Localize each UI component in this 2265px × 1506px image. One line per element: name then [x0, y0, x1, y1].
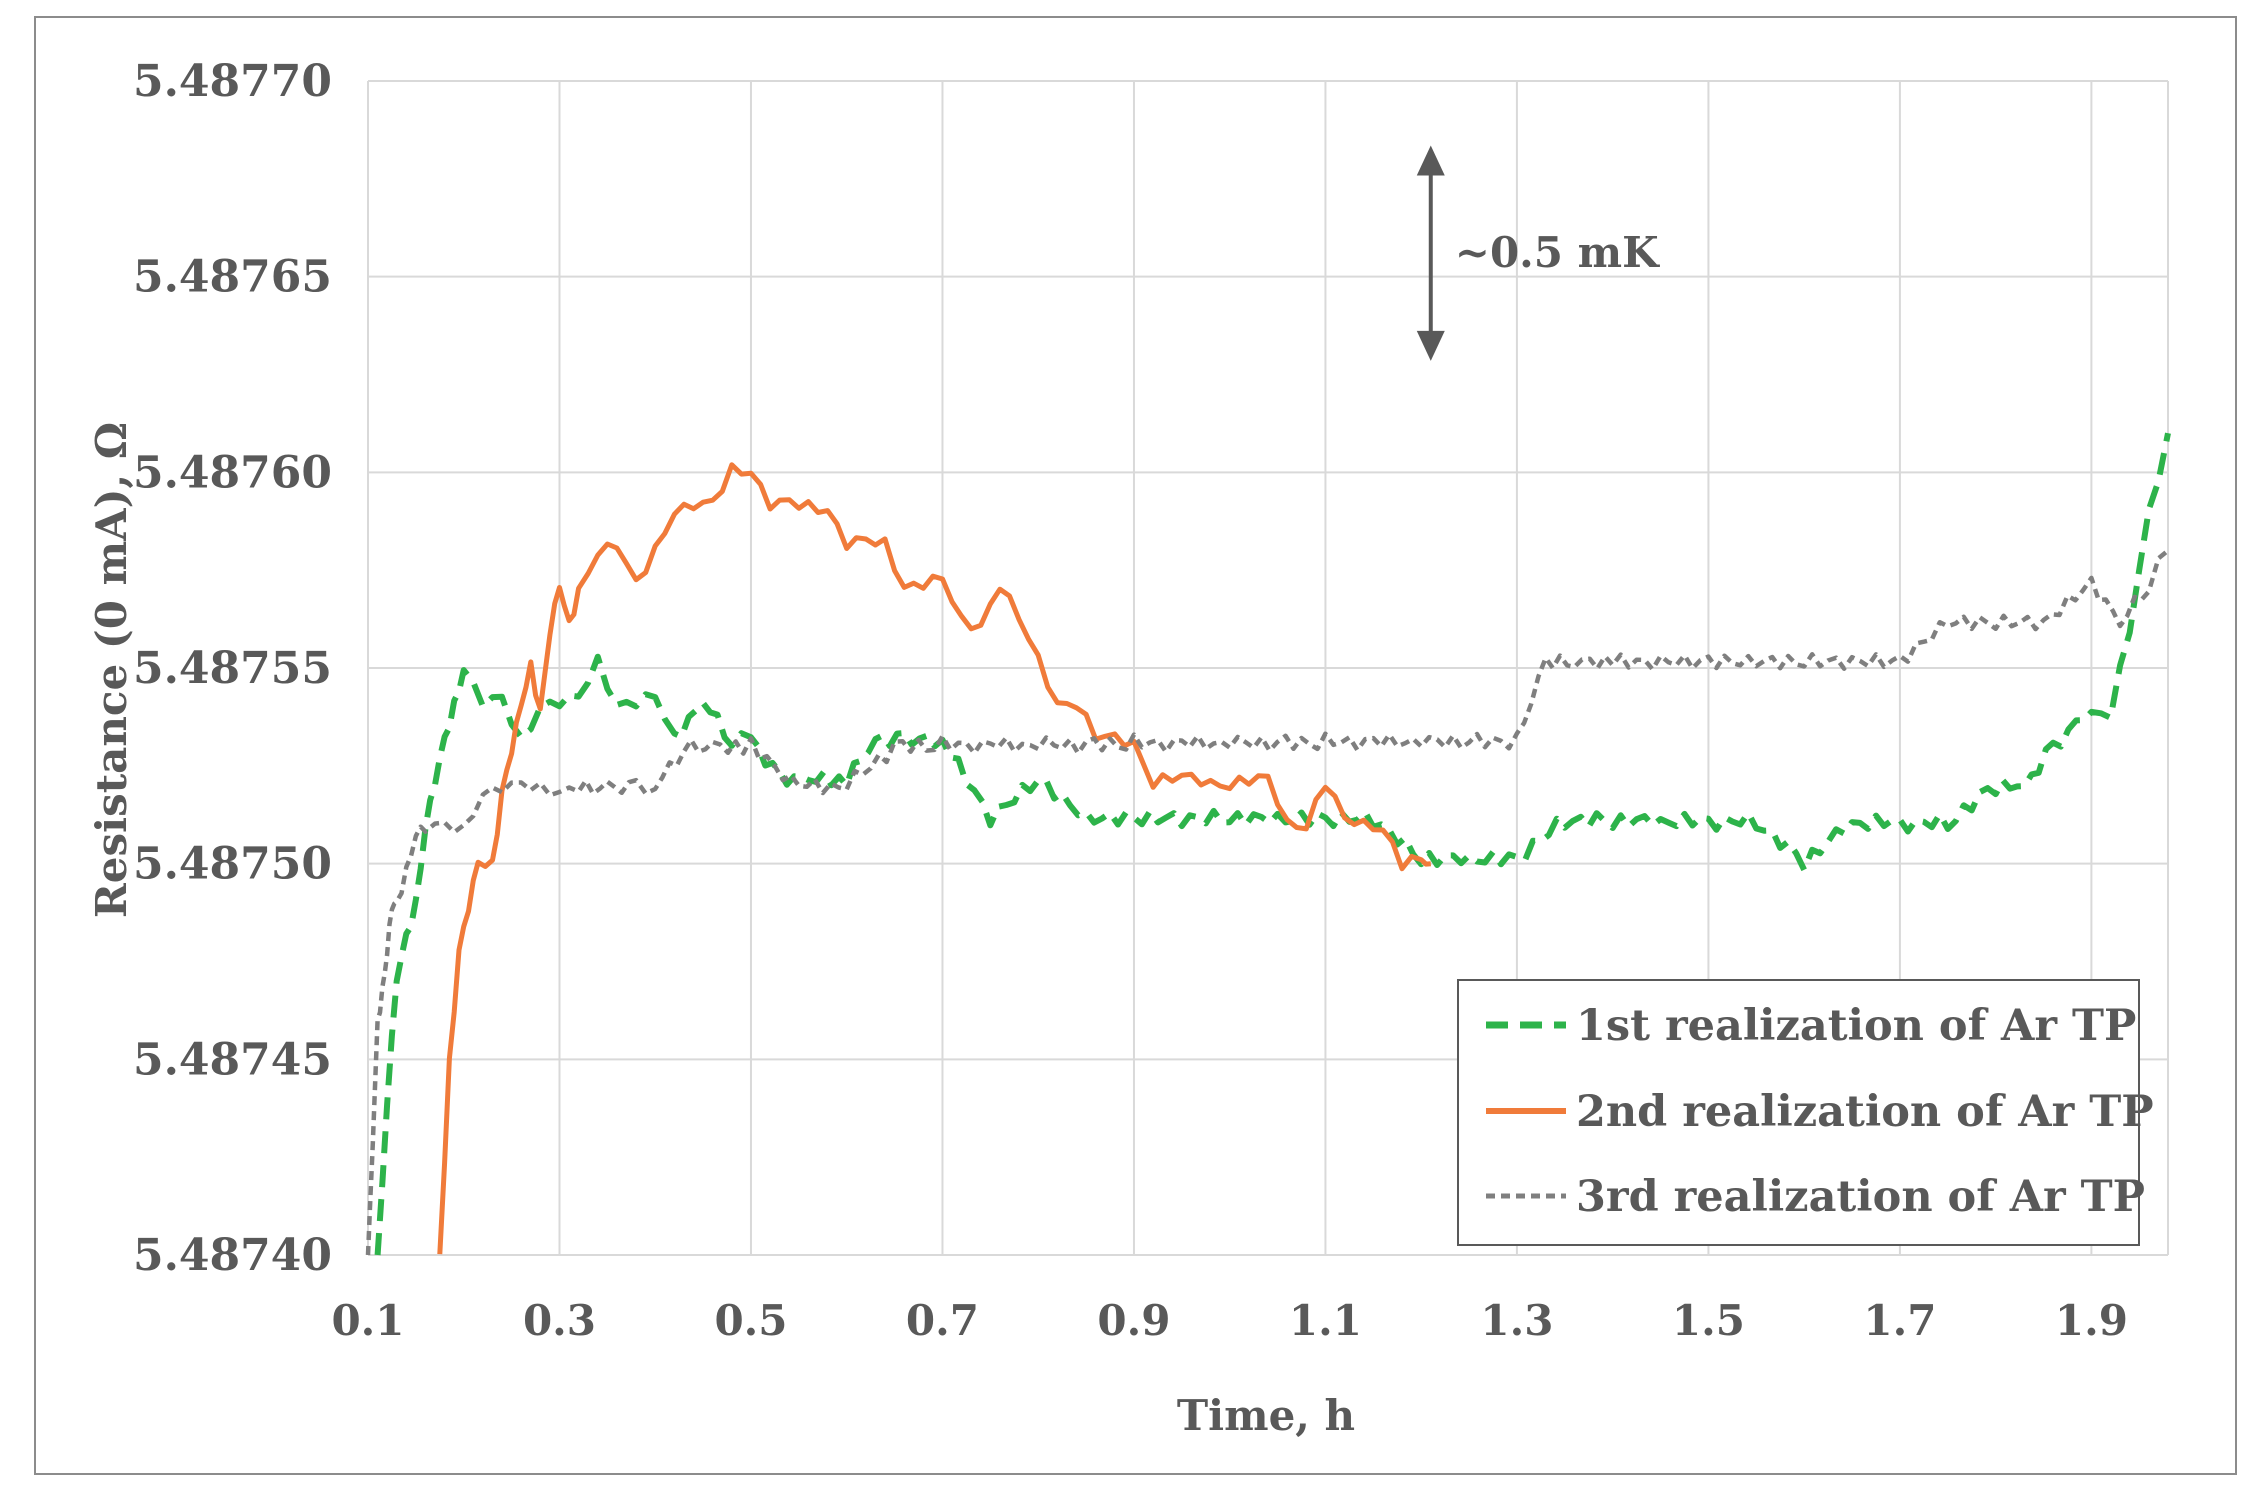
legend-label-2nd: 2nd realization of Ar TP: [1576, 1087, 2154, 1137]
legend-label-1st: 1st realization of Ar TP: [1576, 1001, 2136, 1051]
chart-frame: 5.48740 5.48745 5.48750 5.48755 5.48760 5.487…: [34, 16, 2237, 1475]
x-tick-label: 1.7: [1863, 1296, 1936, 1345]
annotation-text: ~0.5 mK: [1455, 228, 1660, 277]
annotation: ~0.5 mK: [1416, 145, 1660, 361]
series-line-3: [365, 548, 2170, 1256]
x-tick-label: 0.1: [331, 1296, 404, 1345]
x-axis-title: Time, h: [1177, 1391, 1355, 1440]
x-tick-label: 1.5: [1672, 1296, 1745, 1345]
x-tick-label: 0.7: [906, 1296, 979, 1345]
legend-box: [1457, 979, 2140, 1246]
x-tick-label: 0.9: [1097, 1296, 1170, 1345]
series-layer: [365, 432, 2171, 1256]
y-axis-title: Resistance (0 mA), Ω: [87, 422, 136, 918]
y-tick-label: 5.48745: [133, 1034, 332, 1085]
y-tick-label: 5.48760: [133, 447, 332, 498]
x-tick-label: 1.3: [1480, 1296, 1553, 1345]
y-tick-label: 5.48740: [133, 1230, 332, 1281]
arrow-up-icon: [1416, 145, 1445, 176]
y-axis-ticks: 5.48740 5.48745 5.48750 5.48755 5.48760 5.487…: [133, 56, 332, 1281]
y-tick-label: 5.48750: [133, 839, 332, 890]
series-line-1: [374, 432, 2171, 1256]
arrow-down-icon: [1416, 330, 1445, 361]
x-tick-label: 1.1: [1289, 1296, 1362, 1345]
y-tick-label: 5.48770: [133, 56, 332, 107]
x-axis-ticks: 0.1 0.3 0.5 0.7 0.9 1.1 1.3 1.5 1.7 1.9: [331, 1296, 2127, 1345]
y-tick-label: 5.48765: [133, 252, 332, 303]
x-tick-label: 0.5: [714, 1296, 787, 1345]
legend: 1st realization of Ar TP 2nd realization…: [1457, 979, 2154, 1246]
x-tick-label: 1.9: [2055, 1296, 2128, 1345]
chart: 5.48740 5.48745 5.48750 5.48755 5.48760 5.487…: [87, 56, 2171, 1440]
y-tick-label: 5.48755: [133, 643, 332, 694]
x-tick-label: 0.3: [523, 1296, 596, 1345]
series-line-2: [437, 462, 1432, 1255]
legend-label-3rd: 3rd realization of Ar TP: [1576, 1172, 2145, 1222]
